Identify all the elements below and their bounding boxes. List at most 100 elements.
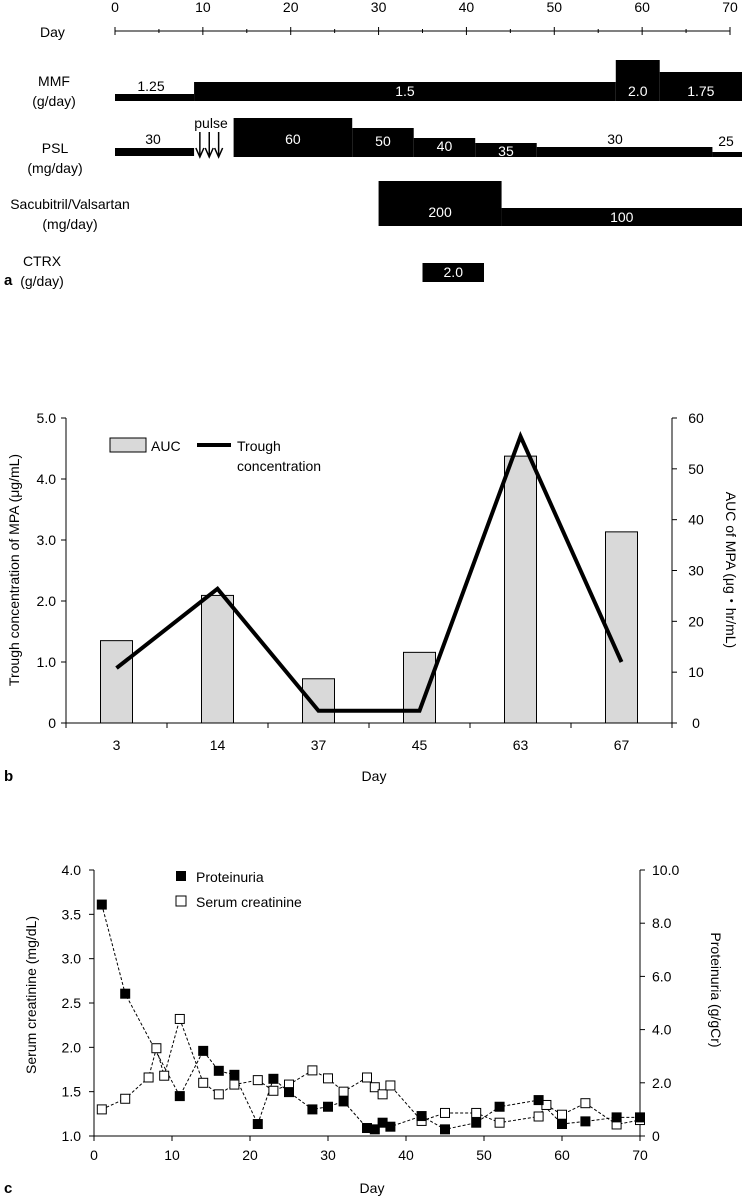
x-tick-label: 10 bbox=[164, 1147, 180, 1163]
psl-dose-label: 30 bbox=[145, 131, 161, 147]
panel-label-a: a bbox=[4, 272, 13, 289]
timeline-tick-label: 50 bbox=[546, 0, 562, 15]
legend-proteinuria-marker bbox=[176, 871, 186, 881]
row-label-0: MMF bbox=[38, 73, 70, 89]
right-y-tick-label: 10.0 bbox=[652, 862, 679, 878]
timeline-tick-label: 20 bbox=[283, 0, 299, 15]
row-label-1: PSL bbox=[42, 140, 69, 156]
creatinine-point bbox=[557, 1109, 567, 1120]
creatinine-point bbox=[338, 1086, 349, 1097]
psl-dose-label: 25 bbox=[718, 133, 734, 149]
right-y-tick-label: 0 bbox=[692, 715, 700, 731]
psl-dose-bar bbox=[475, 143, 537, 157]
creatinine-point bbox=[229, 1079, 240, 1090]
panel-label-c: c bbox=[4, 1180, 12, 1197]
proteinuria-point bbox=[268, 1073, 279, 1084]
right-y-tick-label: 8.0 bbox=[652, 915, 672, 931]
proteinuria-point bbox=[471, 1117, 482, 1128]
right-y-tick-label: 40 bbox=[688, 512, 704, 528]
row-label-3: CTRX bbox=[23, 253, 62, 269]
legend-creatinine-label: Serum creatinine bbox=[196, 894, 302, 910]
legend-creatinine-marker bbox=[175, 895, 187, 907]
x-tick-label: 67 bbox=[614, 737, 630, 753]
psl-dose-bar bbox=[536, 147, 713, 157]
x-tick-label: 20 bbox=[242, 1147, 258, 1163]
proteinuria-point bbox=[557, 1119, 567, 1130]
proteinuria-point bbox=[284, 1087, 294, 1098]
auc-bar bbox=[504, 455, 537, 724]
pulse-arrow-head bbox=[204, 147, 214, 159]
ctrx-dose-label: 2.0 bbox=[444, 264, 464, 280]
psl-dose-label: 35 bbox=[498, 143, 514, 159]
sv-dose-bar bbox=[378, 181, 502, 226]
psl-dose-bar bbox=[712, 152, 742, 157]
x-tick-label: 60 bbox=[554, 1147, 570, 1163]
left-y-tick-label: 3.0 bbox=[62, 951, 82, 967]
creatinine-point bbox=[252, 1075, 263, 1086]
auc-bar bbox=[605, 531, 638, 724]
proteinuria-point bbox=[494, 1101, 505, 1112]
proteinuria-point bbox=[198, 1045, 209, 1056]
left-y-tick-label: 0 bbox=[48, 715, 56, 731]
left-y-axis-title: Serum creatinine (mg/dL) bbox=[23, 916, 39, 1074]
x-tick-label: 14 bbox=[210, 737, 226, 753]
left-y-tick-label: 1.0 bbox=[37, 654, 57, 670]
psl-dose-bar bbox=[233, 118, 353, 157]
legend-trough-label: Trough bbox=[237, 438, 281, 454]
creatinine-point bbox=[385, 1080, 396, 1091]
x-tick-label: 0 bbox=[90, 1147, 98, 1163]
proteinuria-point bbox=[338, 1096, 349, 1107]
x-tick-label: 45 bbox=[412, 737, 428, 753]
panel-label-b: b bbox=[4, 768, 13, 785]
proteinuria-point bbox=[252, 1119, 263, 1130]
left-y-axis-title: Trough concentration of MPA (μg/mL) bbox=[6, 454, 22, 686]
timeline-tick-label: 10 bbox=[195, 0, 211, 15]
mmf-dose-label: 1.5 bbox=[395, 83, 415, 99]
creatinine-point bbox=[198, 1077, 209, 1088]
auc-bar bbox=[201, 594, 234, 724]
row-unit-2: (mg/day) bbox=[42, 216, 97, 232]
proteinuria-point bbox=[385, 1121, 396, 1132]
left-y-tick-label: 1.0 bbox=[62, 1128, 82, 1144]
x-tick-label: 70 bbox=[632, 1147, 648, 1163]
trough-line bbox=[115, 430, 624, 713]
creatinine-point bbox=[159, 1070, 170, 1081]
creatinine-point bbox=[580, 1098, 591, 1109]
proteinuria-point bbox=[611, 1112, 622, 1123]
left-y-tick-label: 3.5 bbox=[62, 906, 82, 922]
legend-auc-label: AUC bbox=[151, 438, 181, 454]
proteinuria-point bbox=[416, 1111, 427, 1122]
auc-bar bbox=[100, 640, 133, 724]
psl-dose-label: 50 bbox=[375, 133, 391, 149]
timeline-tick-label: 60 bbox=[634, 0, 650, 15]
left-y-tick-label: 1.5 bbox=[62, 1084, 82, 1100]
mmf-dose-label: 1.25 bbox=[137, 78, 164, 94]
right-y-tick-label: 4.0 bbox=[652, 1022, 672, 1038]
mmf-dose-bar bbox=[659, 72, 742, 101]
timeline-tick-label: 40 bbox=[459, 0, 475, 15]
auc-bar bbox=[302, 678, 335, 724]
proteinuria-point bbox=[120, 988, 131, 999]
row-unit-3: (g/day) bbox=[20, 273, 64, 289]
creatinine-point bbox=[143, 1072, 154, 1083]
sv-dose-label: 200 bbox=[428, 204, 452, 220]
creatinine-point bbox=[533, 1111, 544, 1122]
creatinine-point bbox=[268, 1085, 279, 1096]
creatinine-point bbox=[213, 1089, 224, 1100]
x-tick-label: 63 bbox=[513, 737, 529, 753]
timeline-tick-label: 30 bbox=[371, 0, 387, 15]
left-y-tick-label: 2.0 bbox=[37, 593, 57, 609]
left-y-tick-label: 4.0 bbox=[62, 862, 82, 878]
row-unit-1: (mg/day) bbox=[27, 160, 82, 176]
legend-trough-label-2: concentration bbox=[237, 458, 321, 474]
creatinine-point bbox=[96, 1104, 107, 1115]
left-y-tick-label: 2.0 bbox=[62, 1039, 82, 1055]
proteinuria-point bbox=[580, 1116, 591, 1127]
x-tick-label: 37 bbox=[311, 737, 327, 753]
proteinuria-point bbox=[533, 1095, 544, 1106]
x-tick-label: 50 bbox=[476, 1147, 492, 1163]
proteinuria-point bbox=[635, 1112, 645, 1123]
psl-dose-bar bbox=[115, 148, 195, 156]
right-y-axis-title: Proteinuria (g/gCr) bbox=[708, 932, 724, 1047]
